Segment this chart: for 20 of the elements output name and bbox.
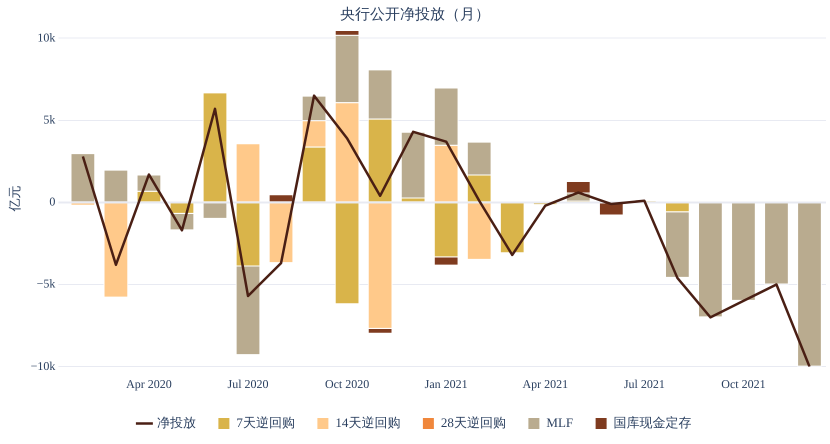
legend-label: 28天逆回购 xyxy=(440,414,506,430)
y-tick-label: −10k xyxy=(30,358,56,373)
x-tick-label: Jul 2020 xyxy=(228,376,269,391)
x-tick-label: Apr 2021 xyxy=(522,376,568,391)
x-tick-label: Jul 2021 xyxy=(624,376,665,391)
x-tick-label: Oct 2021 xyxy=(721,376,766,391)
x-tick-label: Jan 2021 xyxy=(424,376,468,391)
x-tick-label: Oct 2020 xyxy=(324,376,370,391)
x-tick-label: Apr 2020 xyxy=(126,376,172,391)
y-tick-label: 0 xyxy=(49,194,56,209)
legend-label: 净投放 xyxy=(156,414,196,430)
legend-label: 国库现金定存 xyxy=(614,414,692,430)
y-tick-label: 5k xyxy=(43,112,56,126)
y-tick-label: 10k xyxy=(37,30,56,44)
y-tick-label: −5k xyxy=(36,276,56,291)
legend-label: MLF xyxy=(546,414,574,430)
y-axis-title: 亿元 xyxy=(7,185,22,212)
legend-label: 7天逆回购 xyxy=(236,414,295,430)
chart-title: 央行公开净投放（月） xyxy=(340,6,490,23)
legend-label: 14天逆回购 xyxy=(335,414,400,430)
